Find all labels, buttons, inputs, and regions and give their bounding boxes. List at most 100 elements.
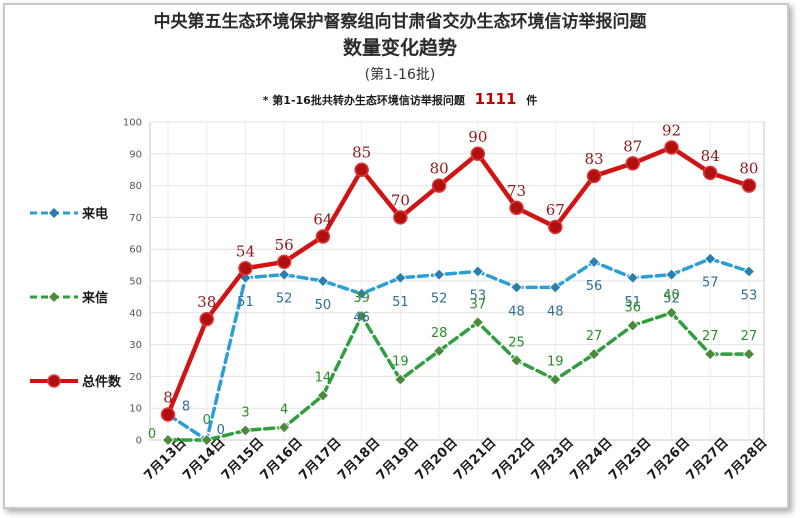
data-point	[586, 168, 602, 184]
data-point	[393, 210, 408, 225]
legend-marker	[47, 374, 61, 388]
y-tick-label: 50	[129, 277, 142, 288]
data-label: 50	[315, 298, 332, 313]
data-point	[704, 348, 717, 361]
series-line-0	[166, 256, 751, 442]
chart-title: 中央第五生态环境保护督察组向甘肃省交办生态环境信访举报问题	[154, 11, 648, 32]
y-tick-label: 80	[129, 181, 142, 192]
data-label: 4	[280, 402, 288, 417]
data-label: 73	[507, 182, 526, 200]
data-label: 51	[624, 295, 641, 310]
data-point	[278, 421, 291, 434]
data-label: 51	[392, 295, 409, 310]
data-point	[510, 354, 523, 367]
data-point	[665, 268, 678, 281]
data-label: 56	[586, 279, 603, 294]
data-label: 92	[662, 121, 681, 139]
data-label: 52	[431, 292, 448, 307]
data-label: 57	[702, 276, 719, 291]
y-tick-label: 0	[136, 436, 142, 447]
series-layer	[160, 140, 757, 447]
data-label: 56	[275, 236, 294, 254]
legend-label: 来电	[81, 206, 108, 222]
data-label: 85	[352, 144, 371, 162]
data-point	[470, 146, 486, 162]
data-point	[160, 407, 176, 422]
data-label: 0	[148, 427, 156, 442]
data-label: 39	[353, 291, 370, 306]
summary-note-prefix: * 第1-16批共转办生态环境信访举报问题	[263, 93, 466, 107]
series-line-2	[165, 145, 752, 417]
data-point	[510, 281, 523, 294]
data-label: 84	[701, 147, 720, 165]
data-point	[509, 200, 524, 216]
data-point	[433, 344, 446, 358]
y-tick-label: 100	[123, 118, 142, 129]
data-point	[394, 271, 407, 284]
data-label: 52	[663, 292, 680, 307]
data-point	[549, 281, 562, 294]
data-point	[431, 178, 447, 193]
data-label: 80	[430, 160, 449, 178]
data-point	[665, 306, 678, 319]
data-point	[200, 433, 213, 447]
data-point	[626, 319, 639, 332]
series-line-1	[166, 311, 751, 442]
data-point	[394, 373, 407, 386]
y-axis: 0 10 20 30 40 50 60 70 80 90 100	[123, 118, 142, 447]
data-point	[626, 271, 639, 284]
summary-note-suffix: 件	[526, 93, 537, 107]
data-point	[742, 348, 756, 361]
data-label: 64	[313, 210, 332, 228]
chart-subtitle: 数量变化趋势	[343, 36, 457, 59]
data-label: 27	[702, 329, 719, 344]
data-point	[355, 287, 368, 300]
data-label: 46	[353, 311, 370, 326]
data-point	[471, 265, 484, 278]
data-label: 27	[741, 329, 758, 344]
data-label: 53	[741, 288, 758, 303]
summary-note: * 第1-16批共转办生态环境信访举报问题 1111 件	[263, 90, 538, 108]
y-tick-label: 40	[129, 308, 142, 319]
y-tick-label: 20	[129, 372, 142, 383]
batch-note: (第1-16批)	[365, 66, 436, 83]
data-label: 87	[623, 137, 642, 155]
data-label: 8	[163, 389, 173, 407]
data-point	[315, 229, 331, 244]
data-point	[199, 311, 214, 327]
data-point	[548, 219, 563, 235]
data-label: 14	[315, 370, 332, 385]
data-label: 27	[586, 329, 603, 344]
data-point	[471, 316, 484, 329]
data-label: 38	[197, 293, 216, 311]
data-label: 40	[663, 288, 680, 303]
data-label: 8	[182, 400, 190, 415]
data-label: 19	[392, 355, 409, 370]
data-label: 37	[470, 297, 487, 312]
data-label: 48	[508, 304, 525, 319]
legend-label: 来信	[81, 290, 108, 306]
data-point	[704, 252, 717, 265]
data-label: 80	[739, 160, 758, 178]
x-tick-label: 7月28日	[722, 435, 770, 483]
data-label: 52	[276, 292, 293, 307]
data-label: 90	[468, 128, 487, 146]
data-label: 25	[508, 336, 525, 351]
y-tick-label: 60	[129, 245, 142, 256]
y-tick-label: 30	[129, 340, 142, 351]
data-label: 28	[431, 326, 448, 341]
data-point	[664, 140, 679, 155]
data-label: 51	[237, 295, 254, 310]
data-label: 0	[217, 423, 225, 438]
data-point	[278, 268, 291, 281]
data-point	[276, 254, 292, 270]
x-axis: 7月13日7月14日7月15日7月16日7月17日7月18日7月19日7月20日…	[141, 435, 770, 483]
summary-note-total: 1111	[475, 90, 517, 108]
data-point	[238, 261, 253, 276]
data-point	[354, 162, 369, 177]
data-label: 3	[241, 405, 249, 420]
y-tick-label: 70	[129, 213, 142, 224]
